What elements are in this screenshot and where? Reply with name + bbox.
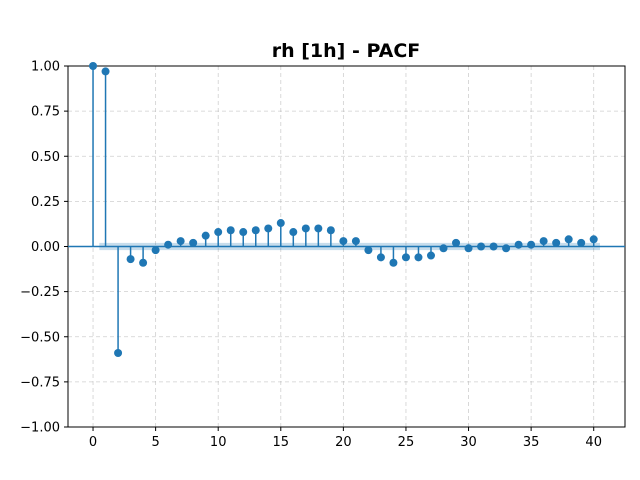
pacf-point: [226, 226, 235, 235]
pacf-point: [527, 240, 536, 249]
chart-title: rh [1h] - PACF: [272, 40, 421, 62]
pacf-point: [389, 258, 398, 267]
pacf-point: [489, 242, 498, 251]
pacf-point: [401, 253, 410, 262]
y-tick-label: −0.75: [20, 375, 60, 390]
pacf-point: [164, 240, 173, 249]
y-tick-label: −1.00: [20, 421, 60, 436]
x-tick-label: 25: [398, 435, 415, 450]
x-tick-label: 20: [335, 435, 352, 450]
x-tick-label: 15: [273, 435, 290, 450]
pacf-point: [414, 253, 423, 262]
pacf-point: [301, 224, 310, 233]
y-tick-label: 0.25: [31, 195, 60, 210]
data-layer: [68, 62, 625, 357]
x-tick-label: 10: [210, 435, 227, 450]
pacf-point: [477, 242, 486, 251]
pacf-point: [589, 235, 598, 244]
x-tick-label: 30: [460, 435, 477, 450]
y-tick-label: 1.00: [31, 60, 60, 75]
y-tick-label: −0.50: [20, 330, 60, 345]
pacf-point: [577, 238, 586, 247]
x-tick-label: 0: [89, 435, 97, 450]
pacf-point: [351, 237, 360, 246]
x-tick-label: 40: [585, 435, 602, 450]
y-tick-label: 0.75: [31, 105, 60, 120]
pacf-point: [376, 253, 385, 262]
axis-layer: 0 5 10 15 20 25 30 35 40 −1.00 −0.75 −0.50 −0.25 0.00…: [20, 60, 626, 450]
pacf-point: [364, 246, 373, 255]
pacf-point: [464, 244, 473, 253]
pacf-point: [151, 246, 160, 255]
pacf-point: [426, 251, 435, 260]
pacf-point: [114, 348, 123, 357]
pacf-point: [514, 240, 523, 249]
pacf-point: [251, 226, 260, 235]
pacf-point: [276, 219, 285, 228]
pacf-point: [539, 237, 548, 246]
pacf-point: [552, 238, 561, 247]
pacf-point: [439, 244, 448, 253]
pacf-point: [189, 238, 198, 247]
pacf-point: [339, 237, 348, 246]
pacf-point: [314, 224, 323, 233]
x-tick-label: 5: [151, 435, 159, 450]
pacf-point: [214, 228, 223, 237]
pacf-point: [239, 228, 248, 237]
y-tick-label: −0.25: [20, 285, 60, 300]
pacf-point: [264, 224, 273, 233]
pacf-point: [201, 231, 210, 240]
pacf-point: [101, 67, 110, 76]
pacf-point: [326, 226, 335, 235]
pacf-point: [139, 258, 148, 267]
x-tick-label: 35: [523, 435, 540, 450]
pacf-point: [502, 244, 511, 253]
pacf-point: [564, 235, 573, 244]
pacf-point: [89, 62, 98, 70]
pacf-point: [289, 228, 298, 237]
pacf-point: [176, 237, 185, 246]
y-tick-label: 0.00: [31, 240, 60, 255]
y-tick-label: 0.50: [31, 150, 60, 165]
pacf-point: [126, 255, 135, 264]
pacf-point: [452, 238, 461, 247]
